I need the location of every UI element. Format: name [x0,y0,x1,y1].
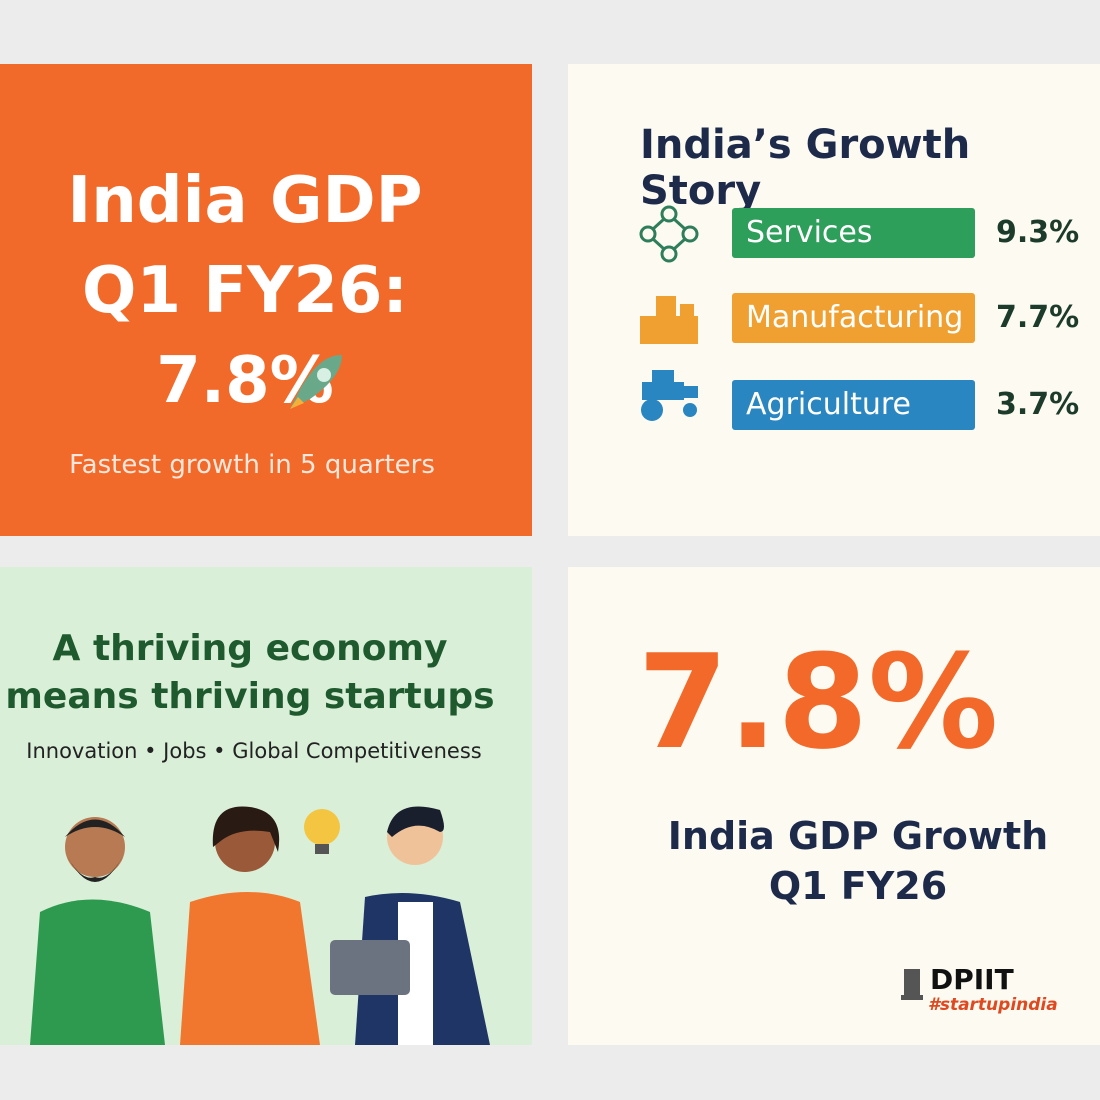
emblem-icon [901,969,923,1000]
subtitle: Fastest growth in 5 quarters [69,450,435,480]
growth-panel: India’s Growth Story Services 9.3% Manufac… [568,64,1100,536]
logo-hashtag: #startupindia [928,995,1058,1015]
sector-value: 7.7% [996,300,1080,335]
caption-line: India GDP Growth [667,814,1049,858]
big-number: 7.8% [637,626,999,778]
title-line: 7.8% [156,344,334,418]
headline-line: means thriving startups [5,676,495,717]
sector-label: Manufacturing [732,293,975,343]
sector-label: Services [732,208,975,258]
title-line: India GDP [67,164,423,238]
people-illustration [30,806,490,1045]
summary-panel: 7.8% India GDP Growth Q1 FY26 DPIIT #sta… [568,567,1100,1045]
tagline: Innovation • Jobs • Global Competitivene… [26,739,482,763]
title-line: Q1 FY26: [82,254,408,328]
startup-panel: A thriving economy means thriving startu… [0,567,532,1045]
sector-value: 3.7% [996,387,1080,422]
rocket-icon [290,354,342,409]
caption-line: Q1 FY26 [768,864,948,908]
growth-title: India’s Growth Story [640,122,971,214]
gdp-panel: India GDP Q1 FY26: 7.8% Fastest growth i… [0,64,532,536]
sector-icons [639,205,699,421]
logo-name: DPIIT [930,963,1014,996]
sector-value: 9.3% [996,215,1080,250]
headline-line: A thriving economy [52,628,448,669]
sector-label: Agriculture [732,380,975,430]
